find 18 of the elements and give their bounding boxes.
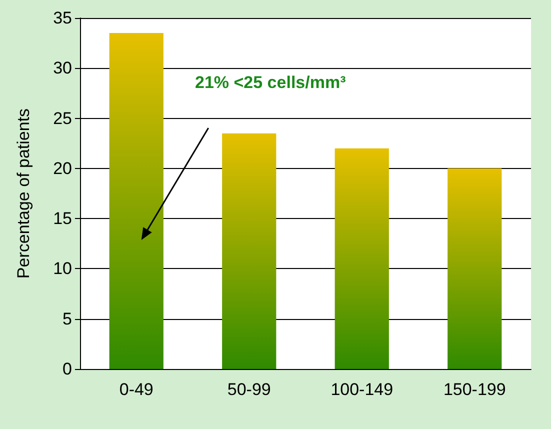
bar xyxy=(109,33,164,369)
y-tick-label: 25 xyxy=(53,108,72,128)
bar xyxy=(222,133,276,369)
x-tick-label: 100-149 xyxy=(330,380,394,399)
y-tick-label: 15 xyxy=(53,209,72,228)
y-tick-label: 0 xyxy=(62,360,72,378)
bar xyxy=(448,168,502,369)
x-tick-label: 50-99 xyxy=(227,380,271,399)
y-tick-label: 30 xyxy=(53,58,72,78)
y-tick-label: 5 xyxy=(62,309,72,328)
y-tick-label: 10 xyxy=(53,259,72,278)
y-axis-title: Percentage of patients xyxy=(14,108,33,279)
bar xyxy=(334,148,389,369)
x-tick-label: 0-49 xyxy=(119,380,154,399)
annotation: 21% <25 cells/mm³ xyxy=(195,73,346,92)
x-tick-label: 150-199 xyxy=(443,380,506,399)
y-tick-label: 35 xyxy=(53,8,72,28)
y-tick-label: 20 xyxy=(53,158,72,178)
